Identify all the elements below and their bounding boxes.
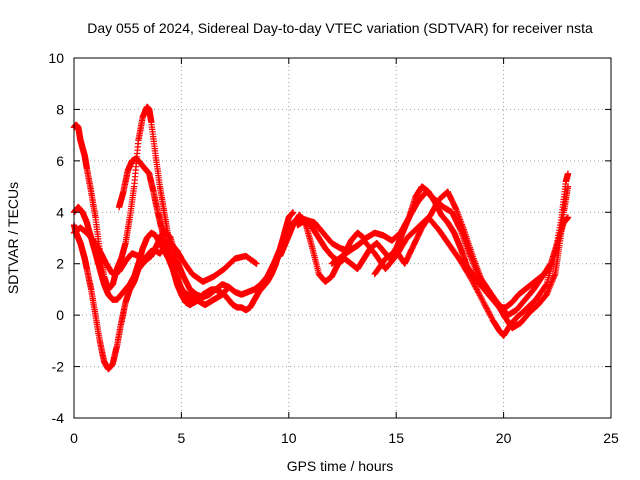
y-tick-label: 2: [56, 256, 64, 272]
y-tick-label: 8: [56, 101, 64, 117]
x-tick-label: 10: [281, 430, 297, 446]
y-tick-label: 4: [56, 204, 64, 220]
x-tick-labels: 0 5 10 15 20 25: [70, 430, 619, 446]
y-tick-label: 10: [48, 50, 64, 66]
y-tick-label: 0: [56, 307, 64, 323]
y-tick-labels: -4 -2 0 2 4 6 8 10: [48, 50, 64, 426]
x-tick-label: 5: [178, 430, 186, 446]
x-tick-label: 25: [603, 430, 619, 446]
series-track-f: [277, 183, 572, 311]
x-tick-label: 20: [496, 430, 512, 446]
y-tick-label: -4: [52, 410, 65, 426]
point-markers: [70, 214, 368, 301]
point-markers: [277, 183, 572, 311]
y-axis-label: SDTVAR / TECUs: [5, 182, 21, 294]
y-tick-label: -2: [52, 359, 65, 375]
chart-title: Day 055 of 2024, Sidereal Day-to-day VTE…: [87, 20, 593, 36]
data-points: [70, 103, 572, 373]
y-tick-label: 6: [56, 153, 64, 169]
series-track-e: [70, 214, 368, 301]
x-axis-label: GPS time / hours: [287, 458, 394, 474]
series-track-i: [371, 188, 555, 319]
plot-frame: [73, 57, 612, 419]
x-tick-label: 0: [70, 430, 78, 446]
axis-ticks: [73, 57, 612, 419]
point-markers: [371, 188, 555, 319]
x-tick-label: 15: [388, 430, 404, 446]
